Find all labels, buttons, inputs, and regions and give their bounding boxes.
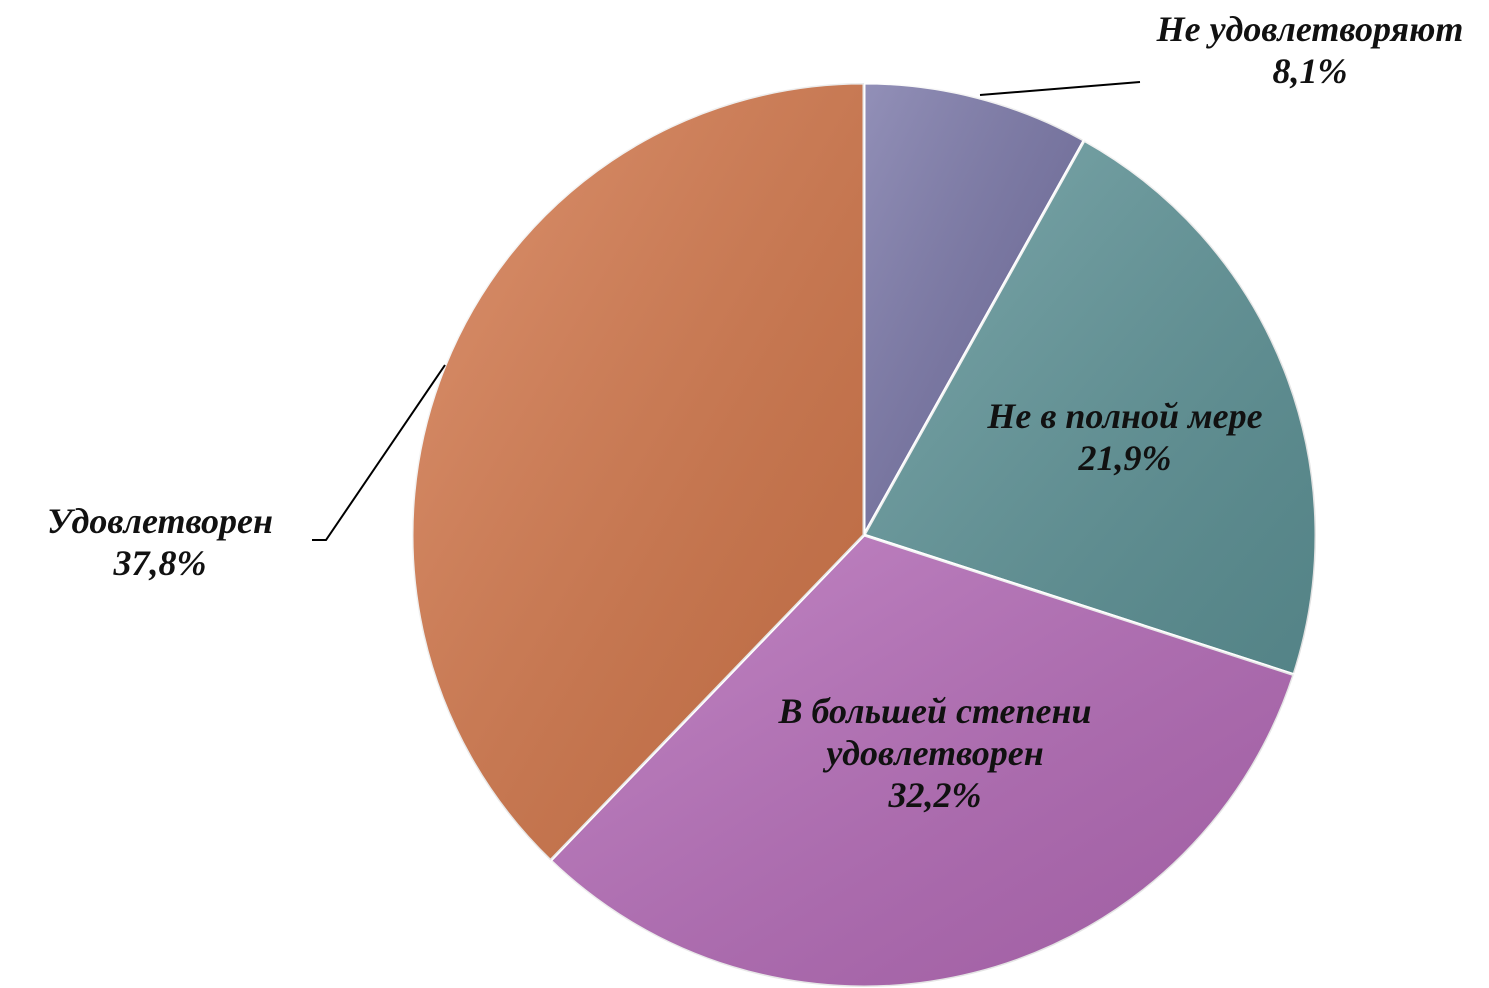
leader-line	[312, 364, 446, 541]
label-value: 8,1%	[1272, 51, 1348, 91]
label-category: В большей степени удовлетворен	[778, 691, 1092, 773]
label-value: 21,9%	[1078, 438, 1172, 478]
data-label: Не удовлетворяют 8,1%	[1130, 8, 1489, 92]
label-category: Удовлетворен	[46, 501, 274, 541]
data-label: Удовлетворен 37,8%	[0, 500, 320, 584]
label-value: 32,2%	[888, 775, 982, 815]
data-label: Не в полной мере 21,9%	[970, 395, 1280, 479]
label-category: Не в полной мере	[987, 396, 1263, 436]
data-label: В большей степени удовлетворен 32,2%	[760, 690, 1110, 816]
label-category: Не удовлетворяют	[1156, 9, 1464, 49]
label-value: 37,8%	[113, 543, 207, 583]
leader-line	[979, 81, 1141, 96]
